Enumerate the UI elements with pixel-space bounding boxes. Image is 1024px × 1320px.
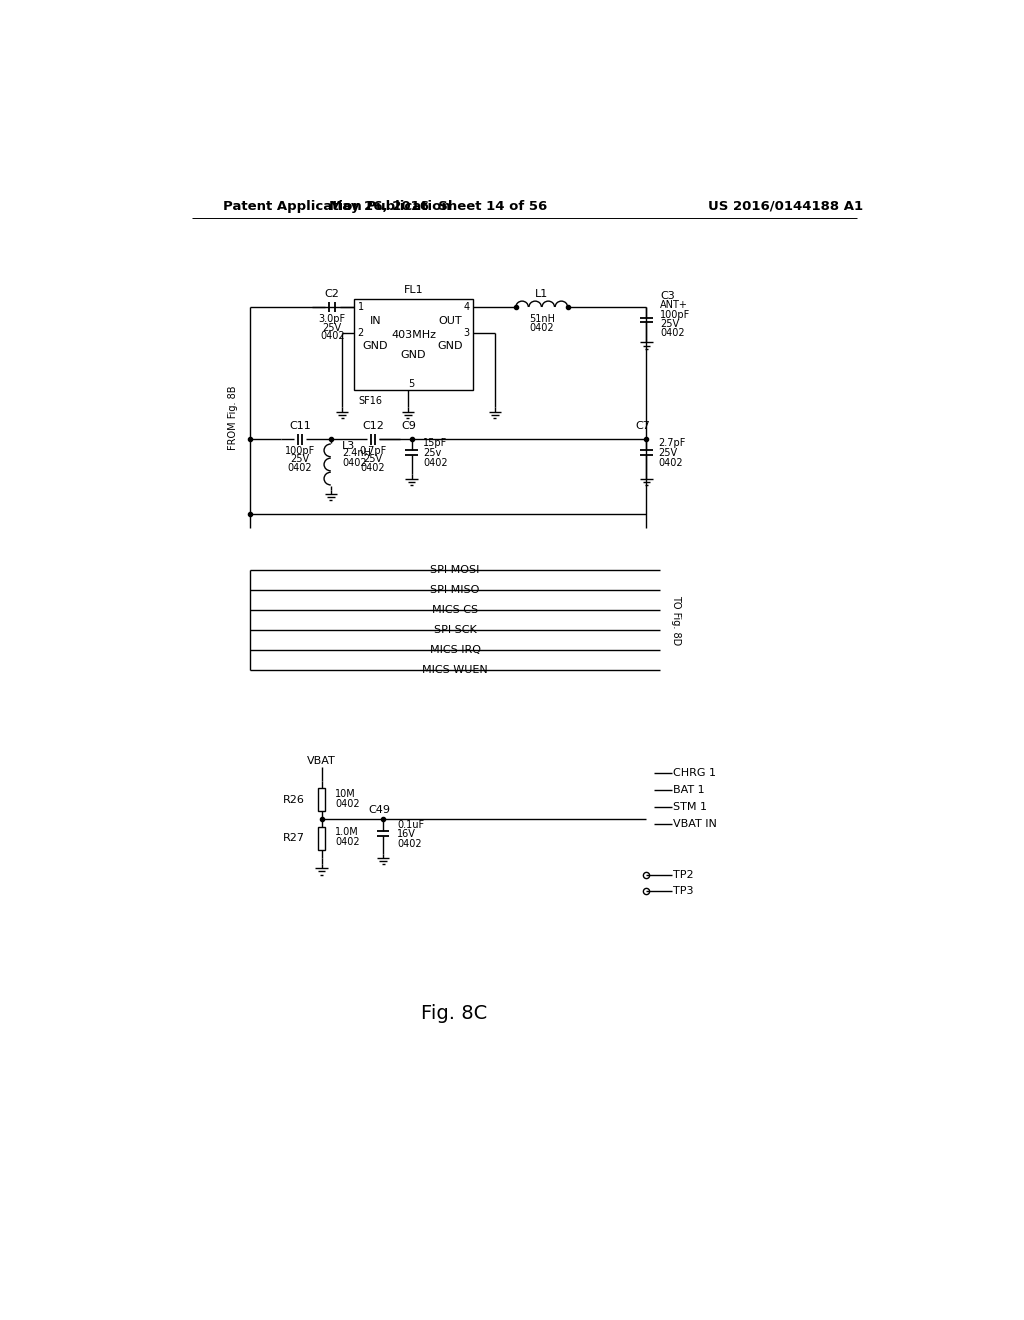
Text: R26: R26	[283, 795, 304, 805]
Text: MICS WUEN: MICS WUEN	[422, 665, 488, 676]
Text: 2: 2	[357, 329, 364, 338]
Text: 0402: 0402	[342, 458, 367, 467]
Text: 403MHz: 403MHz	[391, 330, 436, 339]
Text: 3.0pF: 3.0pF	[318, 314, 346, 325]
Text: 51nH: 51nH	[528, 314, 555, 325]
Text: 2.4nH: 2.4nH	[342, 449, 372, 458]
Text: TP2: TP2	[673, 870, 693, 879]
Text: 5: 5	[408, 379, 414, 389]
Text: C11: C11	[289, 421, 311, 432]
Text: C7: C7	[635, 421, 650, 432]
Text: Patent Application Publication: Patent Application Publication	[223, 199, 451, 213]
Text: 0402: 0402	[660, 329, 685, 338]
Text: FL1: FL1	[403, 285, 423, 296]
Text: 3: 3	[463, 329, 469, 338]
Text: GND: GND	[400, 350, 426, 360]
Text: GND: GND	[437, 341, 463, 351]
Bar	[317, 826, 326, 850]
Text: FROM Fig. 8B: FROM Fig. 8B	[228, 385, 238, 450]
Text: 0402: 0402	[658, 458, 683, 467]
Text: 25V: 25V	[658, 449, 677, 458]
Text: L1: L1	[536, 289, 549, 298]
Text: C3: C3	[660, 292, 675, 301]
Text: C12: C12	[362, 421, 384, 432]
Text: 10M: 10M	[336, 788, 356, 799]
Text: 0402: 0402	[336, 799, 360, 809]
Text: SPI MISO: SPI MISO	[430, 585, 480, 595]
Text: VBAT IN: VBAT IN	[673, 818, 717, 829]
Text: 100pF: 100pF	[660, 310, 690, 319]
Text: SPI MOSI: SPI MOSI	[430, 565, 480, 576]
Text: 0.7pF: 0.7pF	[359, 446, 387, 455]
Text: R27: R27	[283, 833, 304, 843]
Text: C49: C49	[369, 805, 390, 814]
Text: BAT 1: BAT 1	[673, 785, 705, 795]
Text: CHRG 1: CHRG 1	[673, 768, 716, 777]
Text: 25V: 25V	[323, 323, 342, 333]
Text: MICS CS: MICS CS	[432, 606, 478, 615]
Text: STM 1: STM 1	[673, 801, 707, 812]
Text: 25v: 25v	[423, 449, 441, 458]
Text: C9: C9	[401, 421, 417, 432]
Text: 25V: 25V	[364, 454, 383, 465]
Text: SF16: SF16	[358, 396, 383, 407]
Text: TO Fig. 8D: TO Fig. 8D	[671, 595, 681, 645]
Text: Fig. 8C: Fig. 8C	[421, 1003, 487, 1023]
Text: US 2016/0144188 A1: US 2016/0144188 A1	[708, 199, 863, 213]
Text: MICS IRQ: MICS IRQ	[430, 645, 480, 656]
Text: 0402: 0402	[423, 458, 447, 467]
Text: 0.1uF: 0.1uF	[397, 820, 424, 830]
Text: C2: C2	[325, 289, 340, 298]
Text: OUT: OUT	[438, 315, 462, 326]
Text: 100pF: 100pF	[285, 446, 315, 455]
Bar	[354, 300, 473, 391]
Text: 25V: 25V	[291, 454, 309, 465]
Text: 15pF: 15pF	[423, 438, 447, 449]
Text: 0402: 0402	[336, 837, 360, 847]
Text: 4: 4	[463, 302, 469, 312]
Text: IN: IN	[370, 315, 381, 326]
Text: 1.0M: 1.0M	[336, 828, 359, 837]
Bar	[317, 788, 326, 812]
Text: 2.7pF: 2.7pF	[658, 438, 685, 449]
Text: ANT+: ANT+	[660, 301, 688, 310]
Text: TP3: TP3	[673, 887, 693, 896]
Text: 0402: 0402	[360, 463, 385, 473]
Text: 0402: 0402	[397, 838, 422, 849]
Text: GND: GND	[362, 341, 388, 351]
Text: 1: 1	[357, 302, 364, 312]
Text: 0402: 0402	[288, 463, 312, 473]
Text: 25V: 25V	[660, 319, 680, 329]
Text: SPI SCK: SPI SCK	[434, 626, 476, 635]
Text: 0402: 0402	[529, 323, 554, 333]
Text: VBAT: VBAT	[307, 755, 336, 766]
Text: May 26, 2016  Sheet 14 of 56: May 26, 2016 Sheet 14 of 56	[330, 199, 548, 213]
Text: L3: L3	[342, 441, 355, 450]
Text: 16V: 16V	[397, 829, 416, 840]
Text: 0402: 0402	[319, 331, 345, 342]
